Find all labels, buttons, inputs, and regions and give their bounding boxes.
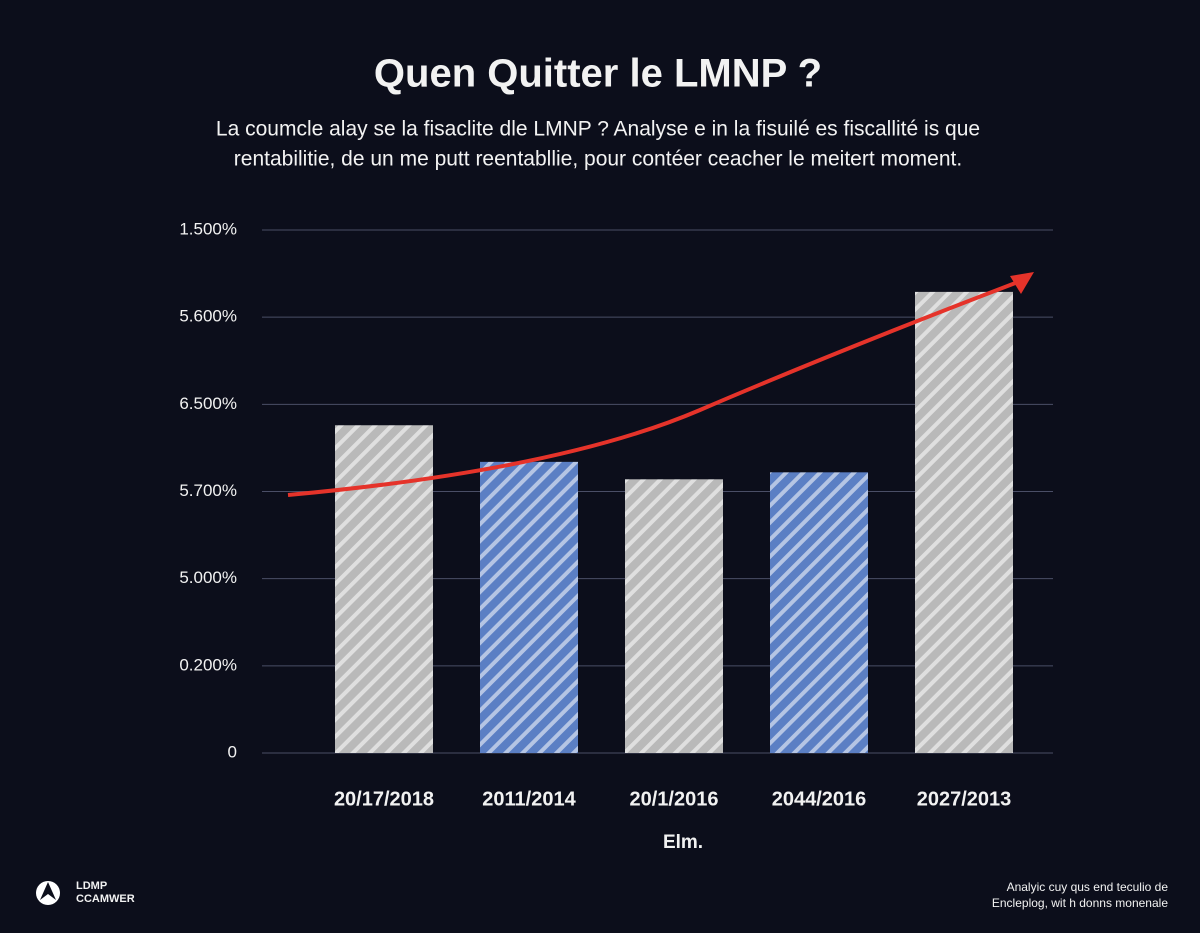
x-tick-label: 2044/2016: [772, 788, 867, 810]
logo-text: LDMP: [76, 880, 107, 892]
y-tick-label: 6.500%: [179, 394, 237, 413]
bar: [915, 291, 1013, 753]
y-tick-label: 5.600%: [179, 307, 237, 326]
y-tick-label: 0.200%: [179, 655, 237, 674]
footnote: Encleplog, wit h donns monenale: [992, 896, 1168, 910]
trend-arrow: [287, 272, 1034, 497]
subtitle: rentabilitie, de un me putt reentabllie,…: [234, 148, 962, 171]
chart-title: Quen Quitter le LMNP ?: [374, 52, 822, 96]
logo: LDMP CCAMWER: [36, 880, 135, 905]
trend-arrowhead: [1010, 272, 1034, 294]
trend-line: [287, 280, 1019, 497]
logo-text: CCAMWER: [76, 893, 135, 905]
x-tick-label: 2027/2013: [917, 788, 1012, 810]
bar: [335, 425, 433, 753]
x-tick-label: 20/1/2016: [630, 788, 719, 810]
y-tick-label: 5.700%: [179, 481, 237, 500]
y-tick-label: 5.000%: [179, 568, 237, 587]
bar: [625, 479, 723, 753]
y-tick-label: 1.500%: [179, 219, 237, 238]
x-tick-label: 2011/2014: [482, 788, 576, 810]
y-tick-label: 0: [228, 742, 237, 761]
x-axis-label: Elm.: [663, 832, 703, 853]
bar: [770, 472, 868, 753]
x-tick-label: 20/17/2018: [334, 788, 434, 810]
logo-icon: [40, 882, 56, 900]
bar: [480, 461, 578, 753]
subtitle: La coumcle alay se la fisaclite dle LMNP…: [216, 118, 980, 141]
footnote: Analyic cuy qus end teculio de: [1007, 880, 1169, 894]
